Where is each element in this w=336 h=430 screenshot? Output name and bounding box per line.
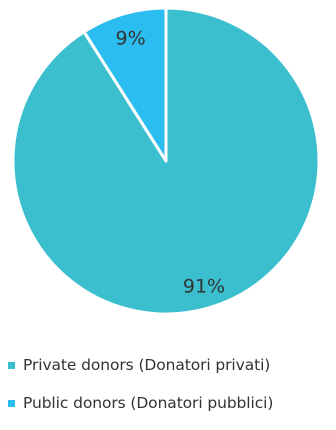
slice-label-private-donors: 91% xyxy=(183,276,225,298)
legend-item-public-donors: Public donors (Donatori pubblici) xyxy=(8,392,336,414)
pie-slice-public-donors xyxy=(82,6,168,163)
legend-item-private-donors: Private donors (Donatori privati) xyxy=(8,354,336,376)
legend-label-private-donors: Private donors (Donatori privati) xyxy=(23,356,271,374)
legend-swatch-private-donors xyxy=(8,361,15,369)
legend-label-public-donors: Public donors (Donatori pubblici) xyxy=(23,394,274,412)
slice-label-public-donors: 9% xyxy=(115,28,145,50)
chart-legend: Private donors (Donatori privati) Public… xyxy=(8,354,336,430)
legend-swatch-public-donors xyxy=(8,399,15,407)
pie-chart: 91% 9% xyxy=(11,6,321,316)
